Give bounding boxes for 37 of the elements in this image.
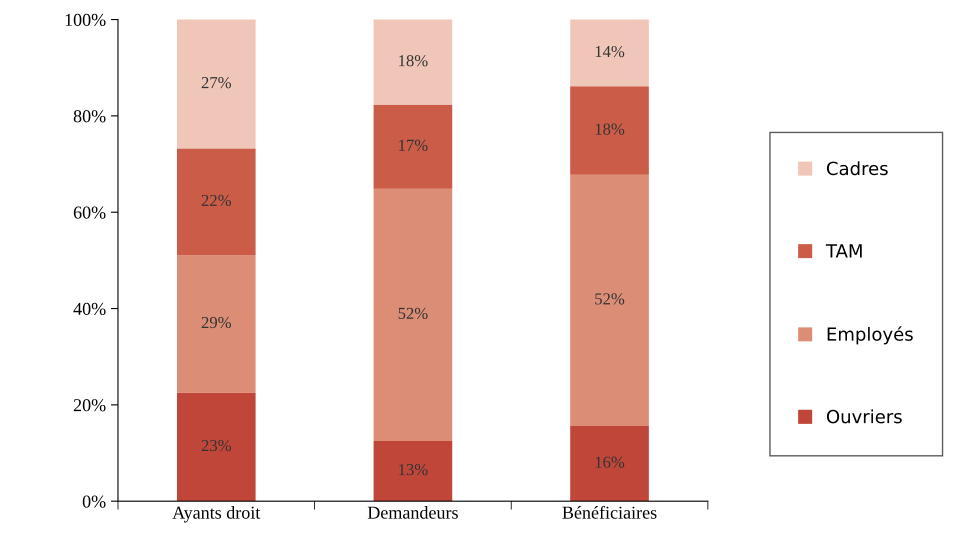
x-tick-label: Demandeurs	[368, 506, 458, 519]
y-tick-label: 0%	[82, 495, 106, 508]
bar	[374, 20, 452, 105]
y-tick-label: 80%	[74, 110, 106, 122]
data-label: 27%	[202, 77, 231, 88]
bar	[570, 426, 649, 502]
y-tick-label: 40%	[73, 302, 106, 316]
bar	[176, 392, 256, 502]
bar	[374, 440, 452, 502]
bar	[570, 174, 649, 426]
y-tick-label: 20%	[74, 399, 106, 412]
data-label: 52%	[595, 293, 624, 305]
y-tick-label: 100%	[66, 14, 106, 26]
legend-label: Cadres	[826, 161, 888, 176]
legend-label: TAM	[826, 244, 862, 258]
bar	[570, 86, 649, 175]
legend-label: Employés	[828, 326, 913, 344]
data-label: 13%	[399, 464, 428, 476]
y-tick-label: 60%	[74, 206, 106, 219]
x-tick-label: Ayants droit	[172, 506, 260, 522]
x-tick-label: Bénéficiaires	[562, 506, 656, 519]
data-label: 18%	[596, 123, 624, 135]
data-label: 23%	[202, 440, 231, 452]
bar	[176, 255, 256, 393]
data-label: 22%	[202, 194, 231, 206]
bar	[374, 188, 452, 441]
bar	[176, 148, 256, 256]
legend-label: Ouvriers	[826, 409, 902, 424]
data-label: 16%	[596, 456, 624, 468]
data-label: 18%	[399, 55, 428, 66]
bar	[176, 20, 256, 149]
data-label: 14%	[596, 46, 624, 58]
bar	[374, 104, 452, 189]
bar	[570, 20, 649, 86]
data-label: 52%	[398, 308, 428, 320]
data-label: 29%	[202, 316, 231, 328]
data-label: 17%	[399, 140, 428, 151]
